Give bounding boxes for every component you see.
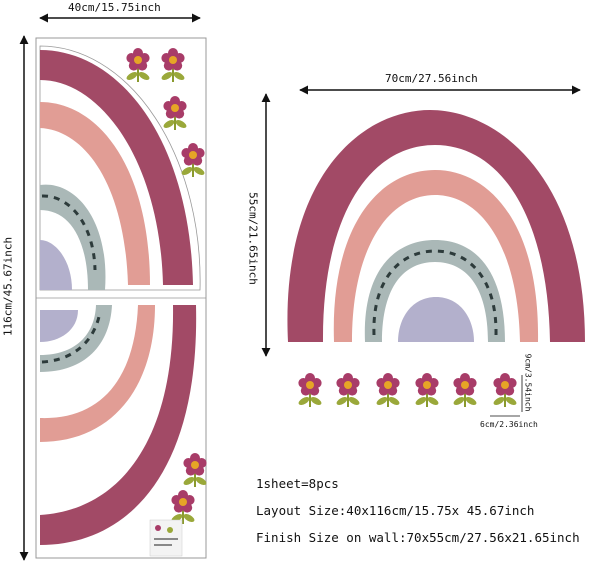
sheet-bottom-rainbow <box>40 305 197 545</box>
sheet-height-label: 116cm/45.67inch <box>1 236 15 337</box>
finish-size: Finish Size on wall:70x55cm/27.56x21.65i… <box>256 530 580 545</box>
finish-height-label: 55cm/21.65inch <box>246 192 260 285</box>
sheet-width-label: 40cm/15.75inch <box>68 1 161 14</box>
flower-width-label: 6cm/2.36inch <box>480 420 538 429</box>
sheet-top-rainbow <box>39 45 201 291</box>
flower-height-label: 9cm/3.54inch <box>523 353 533 412</box>
flower-icon <box>451 372 479 408</box>
finished-rainbow <box>287 110 585 342</box>
layout-size: Layout Size:40x116cm/15.75x 45.67inch <box>256 503 535 518</box>
flower-icon <box>413 372 441 408</box>
finish-width-label: 70cm/27.56inch <box>385 72 478 85</box>
flower-icon <box>334 372 362 408</box>
flower-icon <box>374 372 402 408</box>
flower-icon <box>296 372 324 408</box>
piece-count: 1sheet=8pcs <box>256 476 339 491</box>
flower-icon <box>491 372 519 408</box>
